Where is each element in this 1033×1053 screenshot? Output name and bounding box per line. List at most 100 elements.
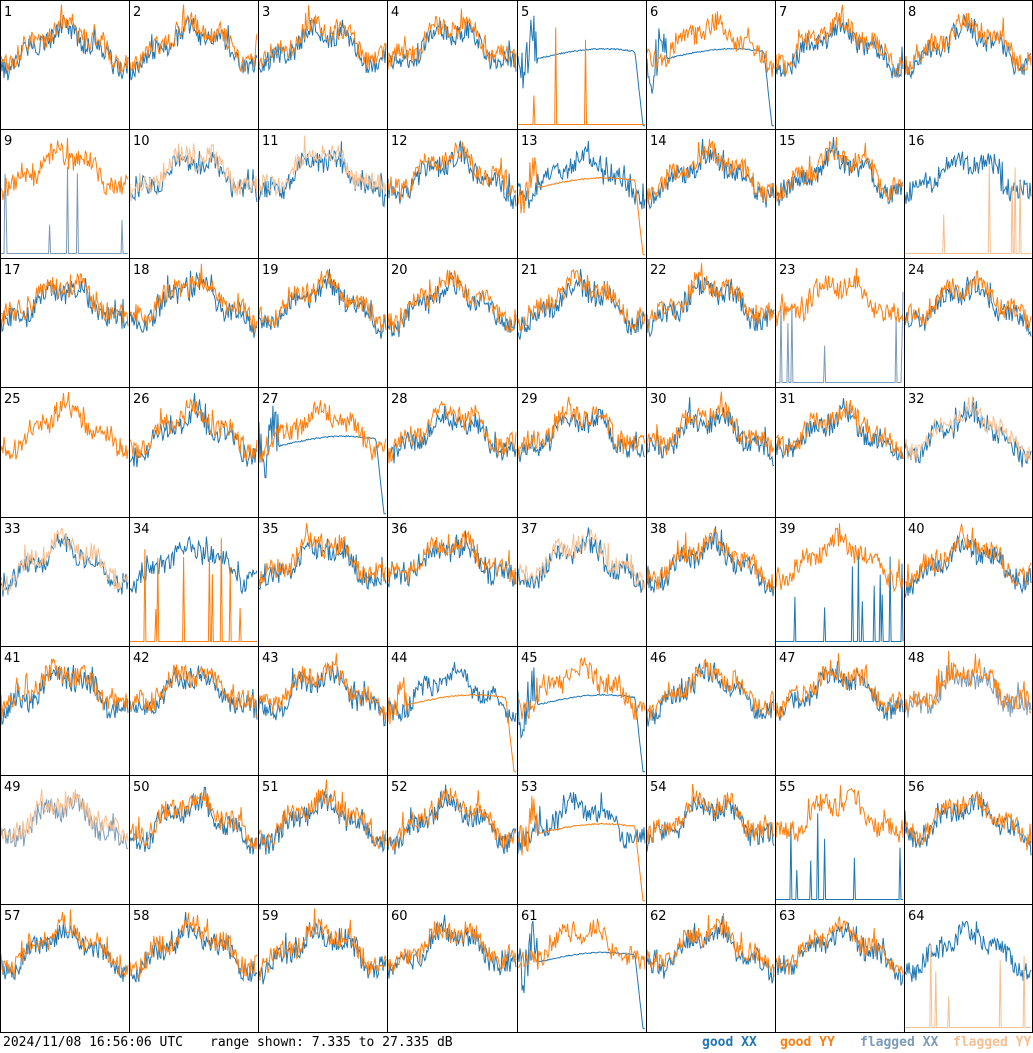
panel-label: 34 bbox=[133, 522, 150, 537]
series-xx-line bbox=[387, 20, 517, 72]
panel-label: 18 bbox=[133, 263, 150, 278]
series-xx-line bbox=[776, 552, 904, 642]
series-yy-line bbox=[0, 789, 129, 843]
panel-frame bbox=[0, 129, 130, 259]
series-yy-line bbox=[258, 779, 387, 850]
legend-good-yy: good YY bbox=[780, 1035, 835, 1050]
panel-5: 5 bbox=[517, 0, 647, 130]
series-yy-line bbox=[646, 138, 775, 204]
series-yy-line bbox=[0, 527, 129, 595]
panel-label: 2 bbox=[133, 5, 141, 20]
panel-label: 37 bbox=[521, 522, 538, 537]
panel-label: 11 bbox=[262, 134, 279, 149]
series-xx-line bbox=[646, 273, 775, 338]
series-yy-line bbox=[387, 677, 516, 773]
panel-47: 47 bbox=[775, 646, 905, 776]
panel-label: 38 bbox=[650, 522, 667, 537]
panel-label: 41 bbox=[4, 651, 21, 666]
series-yy-line bbox=[904, 270, 1032, 329]
panel-20: 20 bbox=[387, 258, 518, 388]
series-xx-line bbox=[258, 405, 386, 515]
panel-1: 1 bbox=[0, 0, 130, 130]
panel-label: 23 bbox=[779, 263, 796, 278]
series-yy-line bbox=[517, 918, 646, 970]
panel-43: 43 bbox=[258, 646, 388, 776]
panel-10: 10 bbox=[129, 129, 259, 259]
panel-64: 64 bbox=[904, 904, 1033, 1033]
panel-38: 38 bbox=[646, 517, 776, 647]
series-xx-line bbox=[646, 796, 775, 852]
series-yy-line bbox=[130, 538, 257, 642]
series-xx-line bbox=[517, 792, 646, 854]
panel-26: 26 bbox=[129, 387, 259, 518]
panel-58: 58 bbox=[129, 904, 259, 1033]
panel-40: 40 bbox=[904, 517, 1033, 647]
series-xx-line bbox=[775, 17, 904, 79]
series-yy-line bbox=[387, 921, 517, 974]
panel-7: 7 bbox=[775, 0, 905, 130]
series-xx-line bbox=[0, 277, 129, 333]
series-xx-line bbox=[129, 911, 258, 983]
panel-4: 4 bbox=[387, 0, 518, 130]
series-yy-line bbox=[129, 790, 258, 850]
panel-label: 63 bbox=[779, 909, 796, 924]
series-yy-line bbox=[258, 5, 387, 70]
panel-37: 37 bbox=[517, 517, 647, 647]
series-yy-line bbox=[775, 915, 904, 975]
panel-34: 34 bbox=[129, 517, 259, 647]
panel-label: 40 bbox=[908, 522, 925, 537]
series-yy-line bbox=[0, 909, 129, 978]
series-yy-line bbox=[0, 137, 129, 201]
series-yy-line bbox=[129, 912, 258, 981]
series-xx-line bbox=[646, 915, 775, 984]
panel-27: 27 bbox=[258, 387, 388, 518]
panel-57: 57 bbox=[0, 904, 130, 1033]
panel-52: 52 bbox=[387, 775, 518, 905]
series-xx-line bbox=[387, 914, 517, 979]
series-yy-line bbox=[129, 263, 258, 334]
series-xx-line bbox=[0, 792, 129, 850]
series-yy-line bbox=[646, 528, 775, 592]
panel-36: 36 bbox=[387, 517, 518, 647]
series-xx-line bbox=[129, 14, 258, 81]
series-yy-line bbox=[258, 522, 387, 587]
panel-46: 46 bbox=[646, 646, 776, 776]
legend-flagged-xx: flagged XX bbox=[860, 1035, 939, 1050]
panel-30: 30 bbox=[646, 387, 776, 518]
series-yy-line bbox=[258, 653, 387, 720]
panel-label: 58 bbox=[133, 909, 150, 924]
panel-label: 30 bbox=[650, 392, 667, 407]
series-yy-line bbox=[258, 908, 387, 981]
panel-15: 15 bbox=[775, 129, 905, 259]
series-yy-line bbox=[775, 4, 904, 77]
series-yy-line bbox=[646, 11, 775, 77]
panel-label: 50 bbox=[133, 780, 150, 795]
series-yy-line bbox=[775, 653, 904, 719]
series-yy-line bbox=[775, 785, 904, 843]
series-yy-line bbox=[0, 658, 129, 717]
series-xx-line bbox=[129, 270, 258, 338]
series-xx-line bbox=[129, 786, 258, 855]
panel-label: 16 bbox=[908, 134, 925, 149]
series-xx-line bbox=[387, 662, 517, 724]
panel-label: 54 bbox=[650, 780, 667, 795]
panel-label: 17 bbox=[4, 263, 21, 278]
series-xx-line bbox=[1, 166, 128, 254]
series-xx-line bbox=[258, 141, 387, 208]
timestamp: 2024/11/08 16:56:06 UTC bbox=[3, 1035, 184, 1050]
panel-59: 59 bbox=[258, 904, 388, 1033]
panel-label: 55 bbox=[779, 780, 796, 795]
series-xx-line bbox=[904, 151, 1032, 205]
panel-29: 29 bbox=[517, 387, 647, 518]
series-xx-line bbox=[387, 140, 517, 210]
panel-41: 41 bbox=[0, 646, 130, 776]
panel-24: 24 bbox=[904, 258, 1033, 388]
series-yy-line bbox=[646, 912, 775, 977]
panel-frame bbox=[258, 387, 388, 518]
panel-label: 53 bbox=[521, 780, 538, 795]
series-yy-line bbox=[775, 268, 904, 327]
panel-label: 57 bbox=[4, 909, 21, 924]
panel-label: 51 bbox=[262, 780, 279, 795]
series-xx-line bbox=[387, 784, 517, 855]
